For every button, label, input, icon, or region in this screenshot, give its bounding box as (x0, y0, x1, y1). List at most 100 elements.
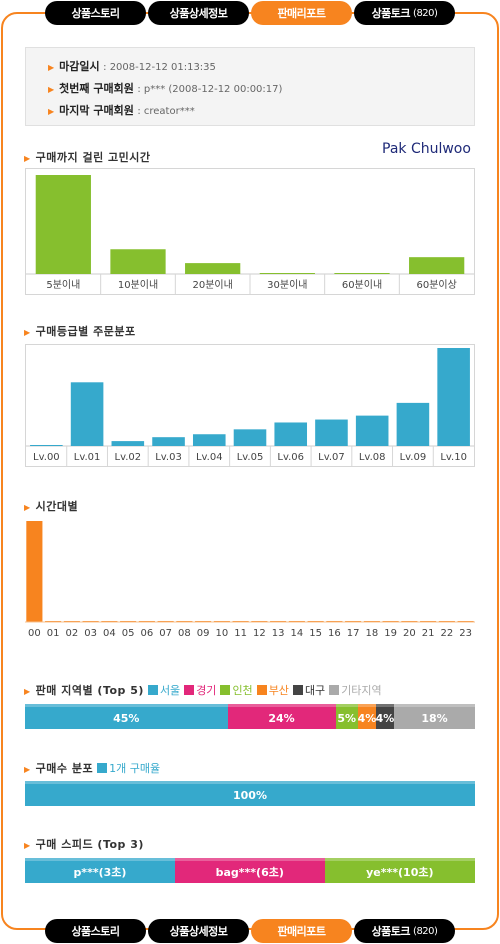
bar (26, 521, 43, 622)
bullet-arrow-icon: ▶ (24, 687, 31, 696)
tick-label: 10분이내 (118, 279, 158, 291)
tick-label: 15 (309, 628, 322, 639)
hourly-chart: 00 01 02 03 04 05 06 07 08 09 10 11 12 13 14 15 16 17 18 19… (25, 518, 475, 642)
bullet-arrow-icon: ▶ (48, 63, 55, 72)
tab-product-talk[interactable]: 상품토크 (820) (354, 1, 455, 25)
legend-swatch (329, 685, 340, 695)
stack-segment: ye***(10초) (324, 858, 475, 883)
bar (457, 620, 474, 622)
bar (176, 620, 193, 622)
tick-label: Lv.05 (237, 452, 264, 463)
bar (326, 620, 343, 622)
bar (270, 620, 287, 622)
tab-product-talk[interactable]: 상품토크 (820) (354, 919, 455, 943)
author-name: Pak Chulwoo (382, 141, 471, 157)
tick-label: 07 (159, 628, 172, 639)
tick-label: 02 (66, 628, 79, 639)
tick-label: Lv.02 (115, 452, 142, 463)
bar (63, 620, 80, 622)
tick-label: 09 (197, 628, 210, 639)
tick-label: 13 (272, 628, 285, 639)
bar (101, 620, 118, 622)
grade-bar-chart: Lv.00 Lv.01 Lv.02 Lv.03 Lv.04 Lv.05 Lv.06 Lv.07… (26, 348, 474, 466)
section-title-text: 판매 지역별 (Top 5) (35, 684, 144, 697)
last-buyer-row: ▶ 마지막 구매회원 : creator*** (48, 100, 474, 122)
bar (45, 620, 62, 622)
bar (157, 620, 174, 622)
bar (233, 429, 267, 446)
tick-label: 20 (403, 628, 416, 639)
stack-segment: 5% (335, 704, 358, 729)
tick-label: 00 (28, 628, 41, 639)
tick-label: 03 (84, 628, 97, 639)
tick-label: 60분이내 (342, 279, 382, 291)
deliberation-bar-chart: 5분이내 10분이내 20분이내 30분이내 60분이내 60분이상 (26, 175, 474, 294)
first-buyer-value: : p*** (2008-12-12 00:00:17) (137, 84, 283, 95)
stack-segment: 45% (25, 704, 228, 729)
tab-label: 상품상세정보 (169, 925, 228, 938)
tick-label: Lv.01 (74, 452, 101, 463)
stack-segment: p***(3초) (25, 858, 175, 883)
tab-product-story[interactable]: 상품스토리 (45, 1, 146, 25)
stack-segment: 100% (25, 781, 475, 806)
tick-label: 11 (234, 628, 247, 639)
tick-label: 06 (141, 628, 154, 639)
tick-label: 22 (441, 628, 454, 639)
tick-label: Lv.04 (196, 452, 223, 463)
bar (251, 620, 268, 622)
bar (111, 441, 145, 446)
bullet-arrow-icon: ▶ (24, 765, 31, 774)
tab-sales-report[interactable]: 판매리포트 (251, 1, 352, 25)
bar (315, 419, 348, 446)
legend-label: 대구 (304, 684, 326, 697)
tick-label: 08 (178, 628, 191, 639)
report-frame (1, 12, 499, 930)
bullet-arrow-icon: ▶ (24, 841, 31, 850)
region-title: ▶ 판매 지역별 (Top 5) 서울 경기 인천 부산 대구 기타지역 (24, 682, 382, 698)
section-title-text: 구매까지 걸린 고민시간 (35, 151, 151, 164)
bar (185, 263, 241, 274)
region-legend: 서울 경기 인천 부산 대구 기타지역 (144, 684, 382, 697)
tab-product-detail[interactable]: 상품상세정보 (148, 919, 249, 943)
legend-swatch (184, 685, 195, 695)
tick-label: 60분이상 (417, 279, 457, 291)
tick-label: Lv.09 (400, 452, 427, 463)
bar (437, 348, 470, 446)
tick-label: Lv.07 (318, 452, 345, 463)
bar (213, 620, 230, 622)
tab-label: 상품토크 (371, 925, 411, 938)
last-buyer-value: : creator*** (137, 106, 195, 117)
tab-label: 상품상세정보 (169, 7, 228, 20)
tab-product-detail[interactable]: 상품상세정보 (148, 1, 249, 25)
tab-sales-report[interactable]: 판매리포트 (251, 919, 352, 943)
bar (438, 620, 455, 622)
legend-swatch (256, 685, 267, 695)
deadline-row: ▶ 마감일시 : 2008-12-12 01:13:35 (48, 56, 474, 78)
legend-label: 부산 (268, 684, 289, 697)
tick-label: Lv.06 (277, 452, 304, 463)
bar (334, 273, 390, 274)
tick-label: 12 (253, 628, 266, 639)
speed-title: ▶ 구매 스피드 (Top 3) (24, 836, 144, 852)
bar (288, 620, 305, 622)
tick-label: Lv.00 (33, 452, 60, 463)
section-title-text: 구매 스피드 (Top 3) (35, 838, 144, 851)
grade-chart: Lv.00 Lv.01 Lv.02 Lv.03 Lv.04 Lv.05 Lv.06 Lv.07… (25, 344, 475, 467)
hourly-bar-chart: 00 01 02 03 04 05 06 07 08 09 10 11 12 13 14 15 16 17 18 19… (25, 521, 475, 639)
bar (259, 273, 315, 274)
bullet-arrow-icon: ▶ (24, 154, 31, 163)
count-legend: 1개 구매율 (93, 762, 160, 775)
stack-segment: 4% (358, 704, 376, 729)
section-title-text: 시간대별 (35, 500, 79, 513)
bullet-arrow-icon: ▶ (24, 503, 31, 512)
bar (401, 620, 418, 622)
section-title-text: 구매수 분포 (35, 762, 94, 775)
bar (382, 620, 399, 622)
bar (195, 620, 212, 622)
tick-label: Lv.03 (155, 452, 182, 463)
tick-label: 23 (459, 628, 472, 639)
deliberation-title: ▶ 구매까지 걸린 고민시간 (24, 149, 151, 165)
legend-label: 1개 구매율 (109, 762, 161, 775)
bar (82, 620, 99, 622)
tab-product-story[interactable]: 상품스토리 (45, 919, 146, 943)
